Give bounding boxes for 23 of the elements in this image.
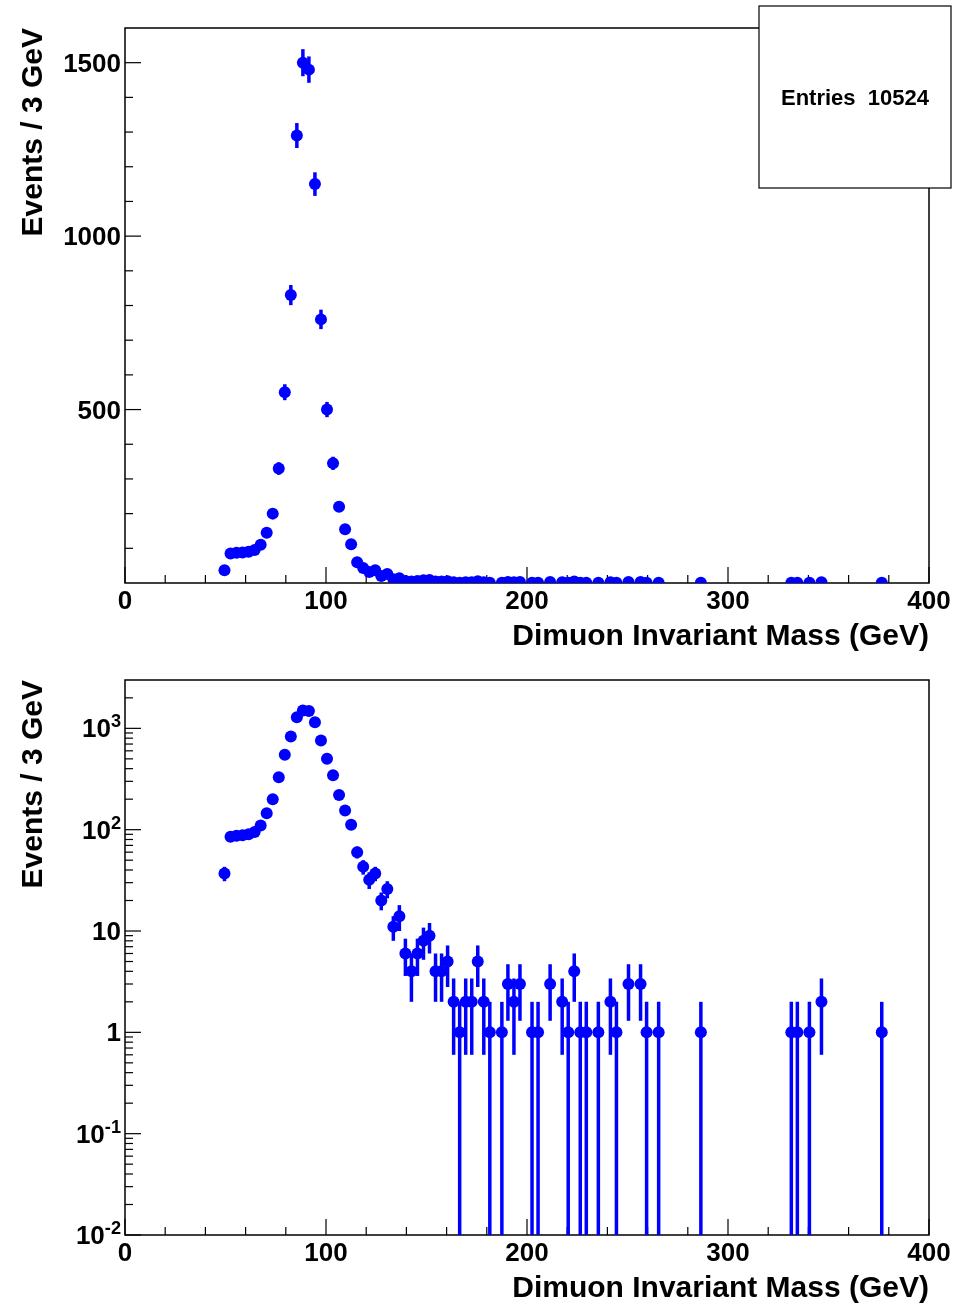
x-tick-label: 200	[505, 585, 549, 615]
x-tick-label: 100	[304, 585, 348, 615]
y-tick-label: 500	[77, 394, 121, 425]
x-tick-label: 300	[706, 585, 750, 615]
y-tick-label: 1500	[63, 47, 121, 78]
x-axis-title: Dimuon Invariant Mass (GeV)	[512, 1270, 929, 1303]
y-tick-label: 10$^{-1}$	[75, 1116, 121, 1149]
y-tick-label: 1	[106, 1017, 121, 1048]
x-tick-label: 400	[907, 585, 951, 615]
x-tick-label: 300	[706, 1237, 750, 1267]
y-axis-title: Events / 3 GeV	[15, 680, 48, 889]
y-tick-label: 10$^{3}$	[81, 711, 121, 744]
x-tick-label: 200	[505, 1237, 549, 1267]
x-tick-label: 0	[117, 585, 133, 615]
x-tick-label: 400	[907, 1237, 951, 1267]
y-tick-label: 10$^{2}$	[81, 812, 121, 845]
y-tick-label: 10	[92, 916, 121, 947]
y-axis-title: Events / 3 GeV	[15, 28, 48, 237]
x-tick-label: 100	[304, 1237, 348, 1267]
annotation: Entries 10524	[781, 85, 930, 110]
x-axis-title: Dimuon Invariant Mass (GeV)	[512, 618, 929, 651]
x-tick-label: 0	[117, 1237, 133, 1267]
y-tick-label: 1000	[63, 221, 121, 252]
